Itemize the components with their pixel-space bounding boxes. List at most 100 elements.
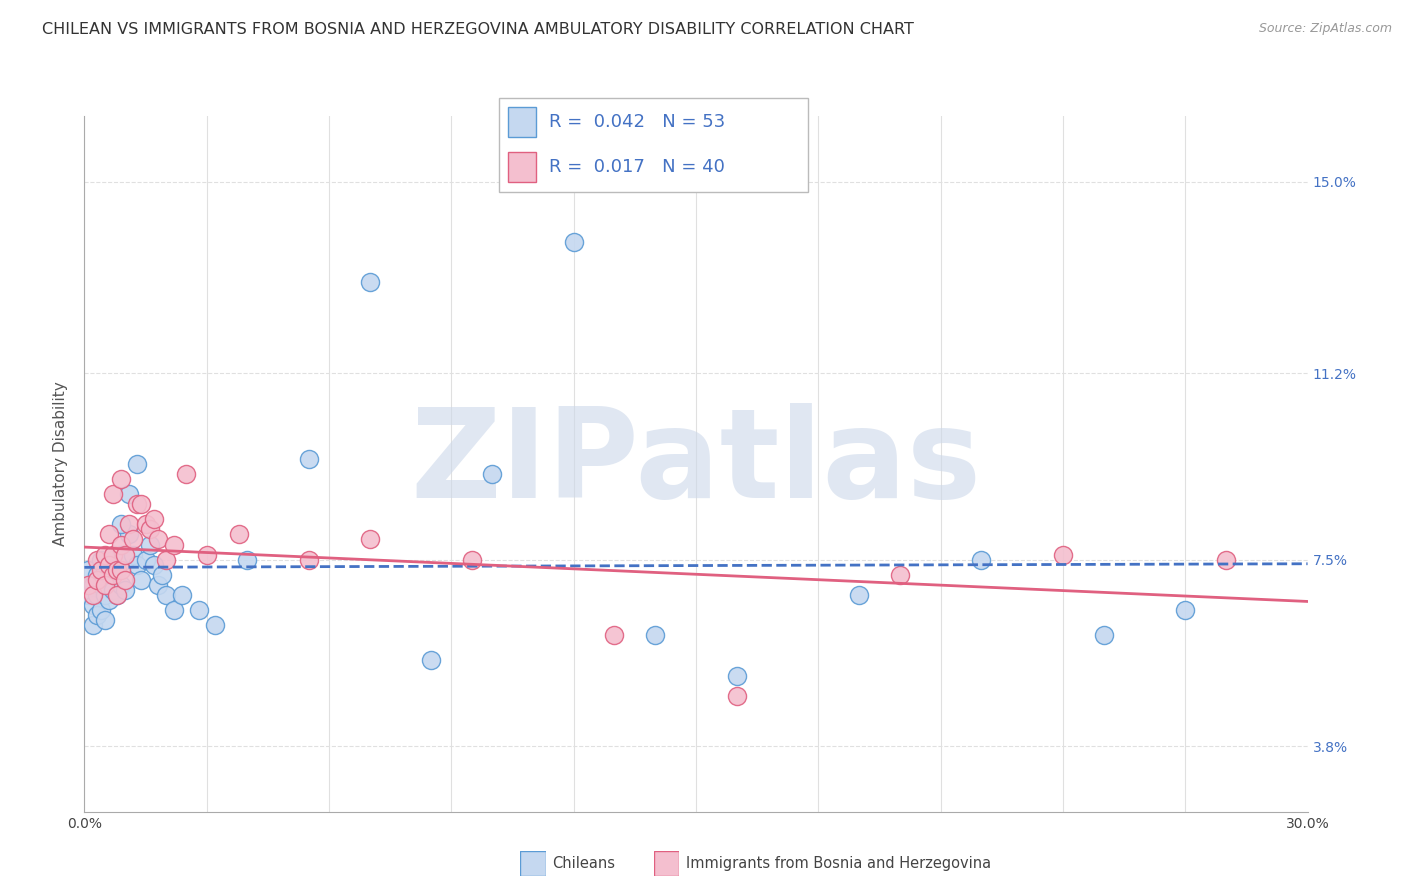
Point — [725, 689, 748, 703]
Point — [114, 552, 136, 566]
Point — [118, 517, 141, 532]
Point — [110, 517, 132, 532]
Point — [110, 537, 132, 551]
Point — [97, 567, 120, 582]
Point — [90, 563, 112, 577]
Point — [93, 588, 117, 602]
Y-axis label: Ambulatory Disability: Ambulatory Disability — [53, 382, 69, 546]
Point — [481, 467, 503, 481]
Point — [195, 548, 218, 562]
Point — [889, 567, 911, 582]
Point — [127, 457, 149, 471]
Point — [146, 533, 169, 547]
Point — [127, 497, 149, 511]
Point — [122, 548, 145, 562]
Point — [110, 578, 132, 592]
Point — [155, 552, 177, 566]
Point — [163, 537, 186, 551]
Point — [359, 276, 381, 290]
Point — [1215, 552, 1237, 566]
Point — [97, 558, 120, 572]
Point — [105, 588, 128, 602]
Point — [204, 618, 226, 632]
Point — [118, 487, 141, 501]
FancyBboxPatch shape — [509, 153, 536, 183]
Point — [228, 527, 250, 541]
Point — [142, 558, 165, 572]
Point — [110, 548, 132, 562]
Point — [562, 235, 585, 249]
Point — [97, 527, 120, 541]
Point — [138, 537, 160, 551]
Point — [93, 548, 117, 562]
Point — [644, 628, 666, 642]
Point — [122, 533, 145, 547]
Point — [155, 588, 177, 602]
Point — [77, 563, 100, 577]
Point — [101, 487, 124, 501]
Point — [146, 578, 169, 592]
Point — [114, 548, 136, 562]
Point — [114, 573, 136, 587]
Point — [105, 588, 128, 602]
Point — [1174, 603, 1197, 617]
Point — [150, 567, 173, 582]
Text: CHILEAN VS IMMIGRANTS FROM BOSNIA AND HERZEGOVINA AMBULATORY DISABILITY CORRELAT: CHILEAN VS IMMIGRANTS FROM BOSNIA AND HE… — [42, 22, 914, 37]
Point — [1092, 628, 1115, 642]
Point — [97, 593, 120, 607]
Point — [131, 573, 153, 587]
Text: R =  0.042   N = 53: R = 0.042 N = 53 — [548, 113, 725, 131]
Point — [127, 558, 149, 572]
Point — [110, 563, 132, 577]
Point — [176, 467, 198, 481]
Point — [86, 567, 108, 582]
Point — [461, 552, 484, 566]
Point — [101, 567, 124, 582]
FancyBboxPatch shape — [509, 108, 536, 137]
Point — [77, 588, 100, 602]
Point — [603, 628, 626, 642]
Point — [420, 653, 443, 667]
Point — [93, 563, 117, 577]
Point — [359, 533, 381, 547]
Point — [86, 588, 108, 602]
Text: Immigrants from Bosnia and Herzegovina: Immigrants from Bosnia and Herzegovina — [686, 856, 991, 871]
Point — [848, 588, 870, 602]
Point — [118, 527, 141, 541]
Point — [135, 552, 157, 566]
Point — [172, 588, 194, 602]
Point — [77, 578, 100, 592]
Point — [86, 573, 108, 587]
Point — [236, 552, 259, 566]
Point — [101, 552, 124, 566]
Point — [93, 578, 117, 592]
Point — [187, 603, 209, 617]
FancyBboxPatch shape — [520, 851, 546, 876]
Point — [105, 558, 128, 572]
Point — [110, 472, 132, 486]
Point — [135, 517, 157, 532]
Point — [1052, 548, 1074, 562]
Point — [86, 608, 108, 623]
Point — [86, 552, 108, 566]
Point — [298, 552, 321, 566]
Point — [142, 512, 165, 526]
Text: Chileans: Chileans — [553, 856, 616, 871]
FancyBboxPatch shape — [499, 98, 808, 192]
Point — [82, 598, 104, 612]
Point — [90, 552, 112, 566]
Point — [163, 603, 186, 617]
Point — [970, 552, 993, 566]
Text: ZIPatlas: ZIPatlas — [411, 403, 981, 524]
Point — [101, 548, 124, 562]
Point — [82, 588, 104, 602]
Point — [93, 613, 117, 627]
Point — [101, 582, 124, 597]
Point — [114, 582, 136, 597]
Point — [131, 497, 153, 511]
Point — [82, 578, 104, 592]
Point — [138, 522, 160, 536]
Point — [82, 618, 104, 632]
Text: Source: ZipAtlas.com: Source: ZipAtlas.com — [1258, 22, 1392, 36]
FancyBboxPatch shape — [654, 851, 679, 876]
